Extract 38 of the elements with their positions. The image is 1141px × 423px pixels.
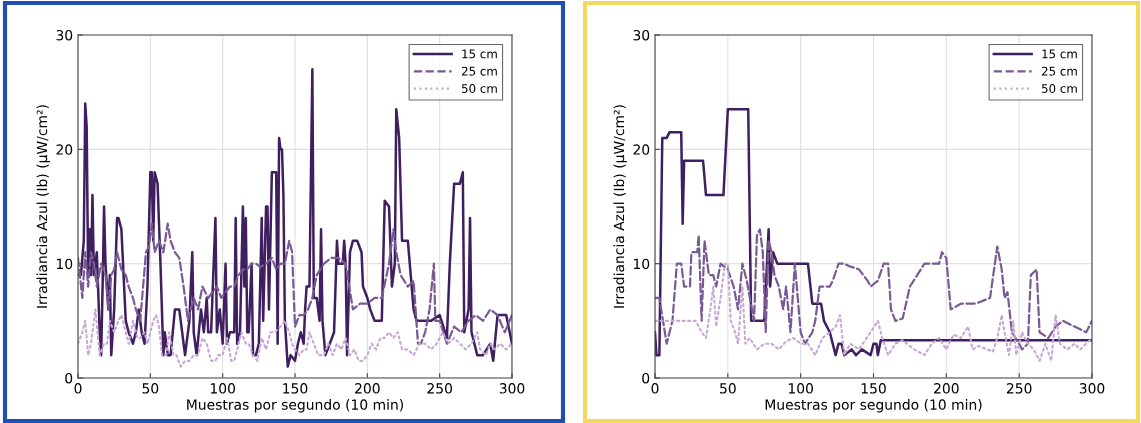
y-tick-label: 20	[56, 144, 73, 155]
line-series	[655, 108, 1092, 357]
x-tick-label: 0	[74, 383, 82, 394]
line-series	[655, 262, 1092, 362]
legend-label: 50 cm	[461, 84, 497, 93]
x-axis-title: Muestras por segundo (10 min)	[187, 399, 403, 413]
y-tick-label: 0	[642, 372, 650, 384]
y-tick-label: 20	[633, 144, 650, 155]
legend-label: 25 cm	[461, 66, 497, 76]
legend-label: 50 cm	[1041, 84, 1077, 93]
x-tick-label: 200	[355, 383, 380, 394]
x-tick-label: 250	[1006, 383, 1032, 394]
x-tick-label: 0	[651, 383, 659, 394]
y-tick-label: 10	[56, 258, 73, 270]
y-axis-title: Irradiancia Azul (Ib) (μW/cm²)	[36, 105, 50, 308]
x-tick-label: 300	[1079, 383, 1105, 394]
x-tick-label: 50	[720, 383, 736, 394]
legend-label: 15 cm	[1042, 49, 1077, 59]
line-series	[78, 68, 512, 368]
x-tick-label: 250	[427, 383, 452, 394]
y-tick-label: 0	[65, 372, 73, 384]
x-tick-label: 50	[142, 383, 159, 394]
legend-label: 25 cm	[1041, 66, 1077, 76]
x-tick-label: 150	[283, 383, 308, 394]
y-tick-label: 30	[56, 29, 73, 41]
legend-label: 15 cm	[462, 49, 497, 59]
x-tick-label: 150	[861, 383, 886, 394]
y-axis-title: Irradiancia Azul (Ib) (μW/cm²)	[613, 105, 627, 308]
line-series	[655, 228, 1092, 351]
x-tick-label: 200	[934, 383, 959, 394]
y-tick-label: 30	[633, 29, 650, 41]
x-tick-label: 100	[788, 383, 813, 394]
y-tick-label: 10	[633, 258, 650, 270]
x-axis-title: Muestras por segundo (10 min)	[765, 399, 982, 413]
line-series	[78, 308, 512, 368]
x-tick-label: 100	[210, 383, 235, 394]
line-series	[78, 222, 512, 345]
x-tick-label: 300	[499, 383, 525, 394]
